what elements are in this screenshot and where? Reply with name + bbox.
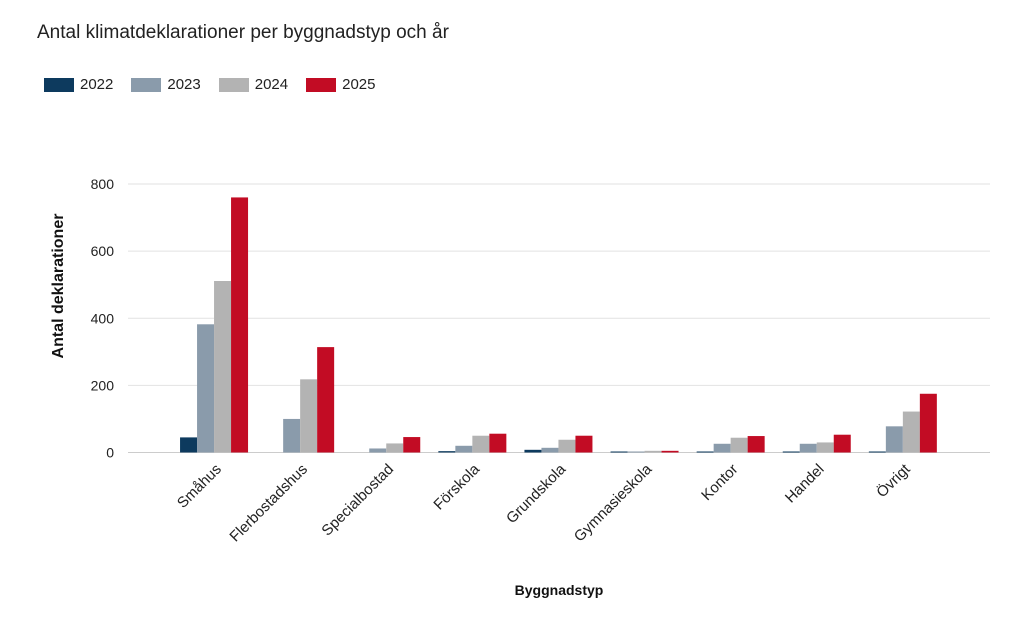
bar-2025 [231,197,249,453]
legend-swatch [218,77,249,92]
bar-2025 [403,437,421,453]
y-tick-label: 800 [91,176,115,192]
y-axis-title: Antal deklarationer [50,214,67,359]
bar-2025 [489,433,507,453]
chart-title: Antal klimatdeklarationer per byggnadsty… [37,22,449,43]
bar-2024 [644,450,662,453]
legend-label: 2022 [80,76,114,93]
bar-2023 [799,443,817,453]
bar-2023 [885,426,903,453]
bar-2023 [713,443,731,453]
bar-2022 [610,451,628,453]
x-tick-label: Kontor [698,461,741,504]
bar-2023 [283,418,301,453]
legend-label: 2023 [167,76,201,93]
bar-2022 [180,437,198,453]
legend-item[interactable]: 2023 [131,76,201,93]
bar-2024 [902,411,920,453]
bar-2023 [369,448,387,453]
legend-label: 2025 [342,76,376,93]
bar-2022 [696,451,714,453]
bar-2024 [816,442,834,453]
y-tick-label: 0 [106,445,114,461]
bar-2022 [868,451,886,453]
bar-2024 [386,443,404,453]
bar-2025 [575,435,593,453]
x-tick-label: Flerbostadshus [226,461,311,546]
bar-2024 [558,439,576,453]
legend-swatch [306,77,337,92]
x-tick-label: Övrigt [873,460,915,502]
bar-2023 [627,451,645,453]
x-tick-label: Förskola [430,460,483,513]
bar-2025 [317,347,335,453]
x-tick-label: Handel [782,461,828,507]
legend-item[interactable]: 2024 [218,76,289,93]
bar-2022 [782,451,800,453]
bar-2023 [541,447,559,453]
x-tick-label: Grundskola [503,460,570,527]
bar-2024 [214,280,232,453]
x-axis-title: Byggnadstyp [515,582,604,598]
legend-swatch [131,77,162,92]
x-tick-label: Småhus [174,461,225,512]
legend-item[interactable]: 2022 [44,76,113,93]
y-tick-label: 200 [91,377,115,393]
y-tick-label: 600 [91,243,115,259]
y-tick-label: 400 [91,310,115,326]
legend-label: 2024 [254,76,289,93]
legend: 2022 2023 2024 2025 [44,76,376,93]
bar-2022 [524,449,542,453]
bar-2022 [438,451,456,453]
bar-2023 [197,324,215,453]
bar-2025 [919,393,937,453]
bar-2025 [833,434,851,453]
bar-2025 [661,450,679,453]
bar-2024 [730,437,748,453]
legend-item[interactable]: 2025 [306,76,376,93]
bar-2024 [300,379,318,453]
x-tick-label: Gymnasieskola [571,460,656,545]
legend-swatch [44,77,74,92]
bar-2025 [747,436,765,453]
bar-2023 [455,445,473,453]
bar-2024 [472,435,490,453]
x-tick-label: Specialbostad [318,461,397,540]
